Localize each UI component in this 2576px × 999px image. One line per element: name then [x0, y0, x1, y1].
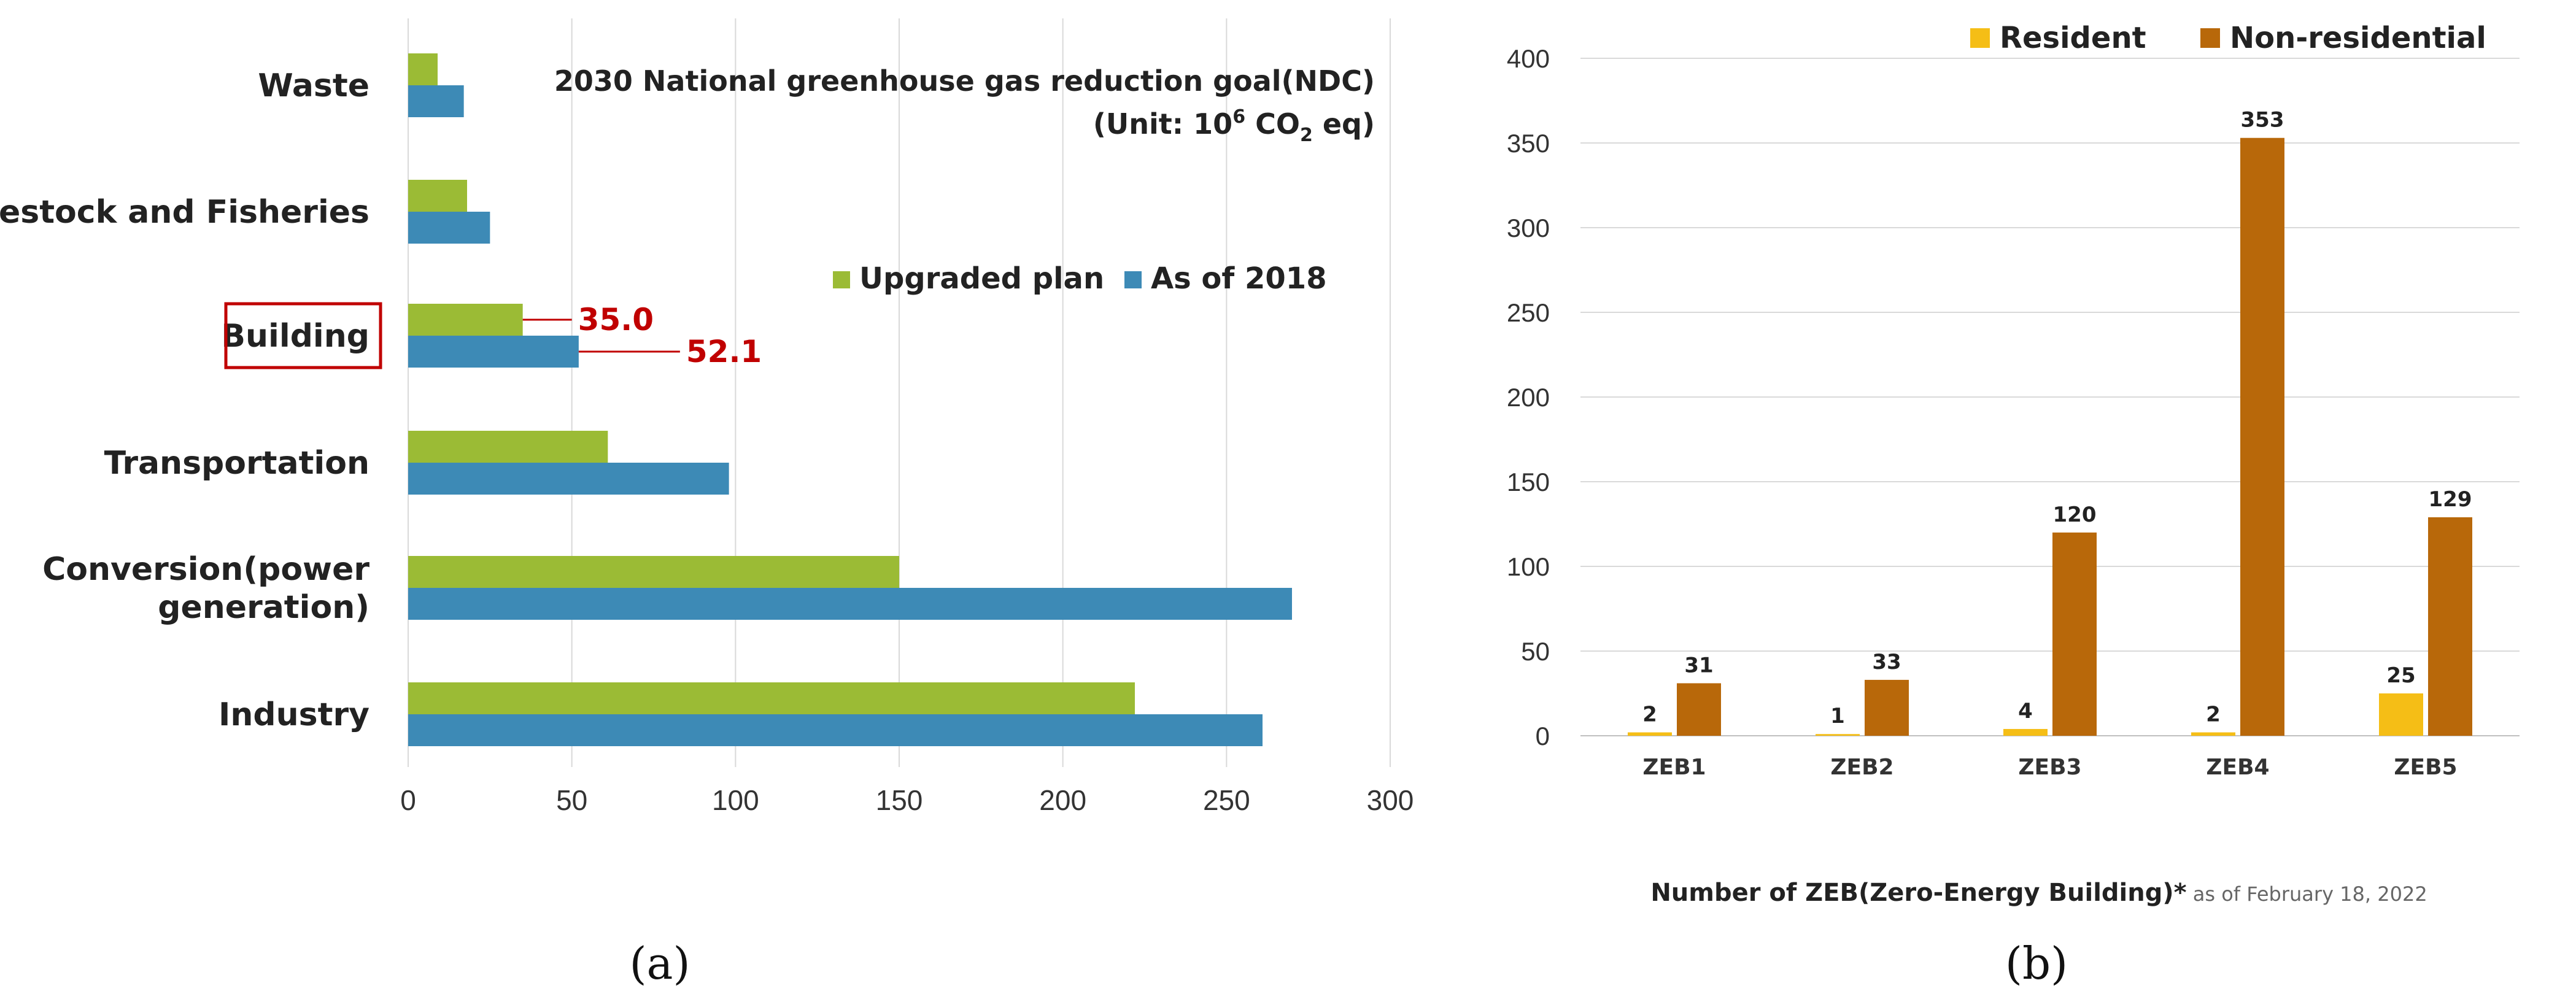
b-bar-non-residential-zeb1	[1677, 683, 1721, 736]
a-bar-upgraded-plan-transportation	[408, 431, 608, 463]
b-legend-label-resident: Resident	[2000, 21, 2146, 55]
b-category-label: ZEB1	[1642, 755, 1706, 780]
b-y-tick-label: 250	[1507, 298, 1550, 327]
b-data-label: 2	[2206, 702, 2221, 727]
b-x-axis-title: Number of ZEB(Zero-Energy Building)* as …	[1650, 879, 2427, 907]
b-category-label: ZEB5	[2394, 755, 2457, 780]
b-category-label: ZEB3	[2018, 755, 2081, 780]
b-y-tick-label: 300	[1507, 214, 1550, 242]
a-category-label: Conversion(power	[42, 551, 369, 588]
a-bar-upgraded-plan-waste	[408, 53, 438, 85]
b-panel-label: (b)	[2005, 938, 2068, 989]
a-annotation-value: 52.1	[686, 334, 762, 369]
a-legend-swatch-upgraded	[833, 271, 850, 288]
a-bar-as-of-2018-conversion-power-generation	[408, 588, 1292, 620]
b-bars	[1628, 137, 2472, 736]
a-x-tick-label: 300	[1367, 784, 1414, 816]
a-bar-as-of-2018-waste	[408, 85, 464, 117]
b-y-tick-label: 150	[1507, 468, 1550, 496]
b-bar-resident-zeb1	[1628, 732, 1672, 736]
b-data-label: 4	[2018, 699, 2033, 723]
b-data-label: 31	[1684, 653, 1713, 677]
a-highlight-box	[224, 302, 382, 369]
a-legend: Upgraded plan As of 2018	[833, 261, 1327, 296]
b-y-tick-label: 350	[1507, 129, 1550, 158]
a-legend-label-2018: As of 2018	[1151, 261, 1327, 296]
a-bar-upgraded-plan-livestock-and-fisheries	[408, 180, 467, 212]
a-category-labels: Waste Livestock and Fisheries Building Tran…	[0, 68, 369, 733]
b-y-tick-label: 200	[1507, 383, 1550, 412]
b-bar-resident-zeb3	[2003, 728, 2048, 736]
chart-a-ghg-reduction: Waste Livestock and Fisheries Building Tran…	[0, 18, 1414, 989]
b-data-label: 129	[2429, 487, 2472, 512]
b-category-label: ZEB4	[2206, 755, 2269, 780]
a-panel-label: (a)	[629, 938, 690, 989]
a-bar-upgraded-plan-conversion-power-generation	[408, 556, 899, 588]
b-bar-resident-zeb5	[2379, 693, 2423, 736]
a-annotation-value: 35.0	[578, 302, 654, 338]
b-data-label: 120	[2053, 503, 2097, 527]
a-x-tick-label: 50	[556, 784, 587, 816]
b-legend-label-nonresidential: Non-residential	[2230, 21, 2486, 55]
b-bar-non-residential-zeb4	[2240, 137, 2284, 736]
b-y-tick-label: 400	[1507, 44, 1550, 73]
a-legend-swatch-2018	[1124, 271, 1142, 288]
b-bar-resident-zeb4	[2191, 732, 2235, 736]
a-bar-upgraded-plan-industry	[408, 682, 1135, 714]
b-data-label: 25	[2386, 663, 2415, 688]
b-y-tick-labels: 0 50 100 150 200 250 300 350 400	[1507, 44, 1550, 750]
a-category-label: Transportation	[104, 445, 369, 482]
a-category-label: generation)	[158, 589, 369, 626]
a-category-label: Waste	[258, 68, 369, 104]
a-category-label: Industry	[219, 696, 369, 733]
a-x-tick-labels: 0 50 100 150 200 250 300	[400, 784, 1414, 816]
a-category-label: Livestock and Fisheries	[0, 194, 369, 231]
a-x-tick-label: 150	[876, 784, 923, 816]
b-data-labels: 2 31 1 33 4 120 2 353 25 129	[1642, 108, 2472, 729]
b-category-label: ZEB2	[1830, 755, 1893, 780]
a-bar-as-of-2018-building	[408, 336, 579, 368]
a-bar-as-of-2018-transportation	[408, 463, 729, 495]
b-data-label: 1	[1830, 704, 1845, 728]
a-x-tick-label: 100	[712, 784, 759, 816]
b-legend: Resident Non-residential	[1970, 21, 2486, 55]
a-bar-as-of-2018-livestock-and-fisheries	[408, 212, 490, 244]
b-gridlines	[1580, 58, 2520, 736]
a-bar-upgraded-plan-building	[408, 304, 523, 336]
b-y-tick-label: 0	[1536, 722, 1550, 750]
a-x-tick-label: 250	[1203, 784, 1250, 816]
b-data-label: 353	[2241, 108, 2284, 133]
a-x-tick-label: 0	[400, 784, 416, 816]
a-annotations: 35.0 52.1	[522, 302, 762, 369]
b-y-tick-label: 100	[1507, 552, 1550, 581]
a-x-tick-label: 200	[1039, 784, 1086, 816]
a-gridlines	[408, 18, 1391, 767]
b-y-tick-label: 50	[1521, 637, 1550, 666]
a-legend-label-upgraded: Upgraded plan	[859, 261, 1104, 296]
b-bar-non-residential-zeb5	[2428, 517, 2472, 736]
b-bar-non-residential-zeb2	[1865, 679, 1909, 736]
a-chart-title: 2030 National greenhouse gas reduction g…	[554, 64, 1375, 98]
b-bar-non-residential-zeb3	[2052, 532, 2097, 736]
b-bar-resident-zeb2	[1816, 734, 1860, 736]
b-data-label: 2	[1642, 702, 1657, 727]
a-bar-as-of-2018-industry	[408, 714, 1263, 746]
b-legend-swatch-resident	[1970, 28, 1990, 48]
a-category-label: Building	[221, 318, 369, 355]
b-legend-swatch-nonresidential	[2200, 28, 2220, 48]
a-chart-unit: (Unit: 106 CO2 eq)	[1093, 106, 1375, 146]
b-data-label: 33	[1872, 650, 1901, 674]
a-bars	[408, 53, 1292, 746]
b-category-labels: ZEB1 ZEB2 ZEB3 ZEB4 ZEB5	[1642, 755, 2457, 780]
